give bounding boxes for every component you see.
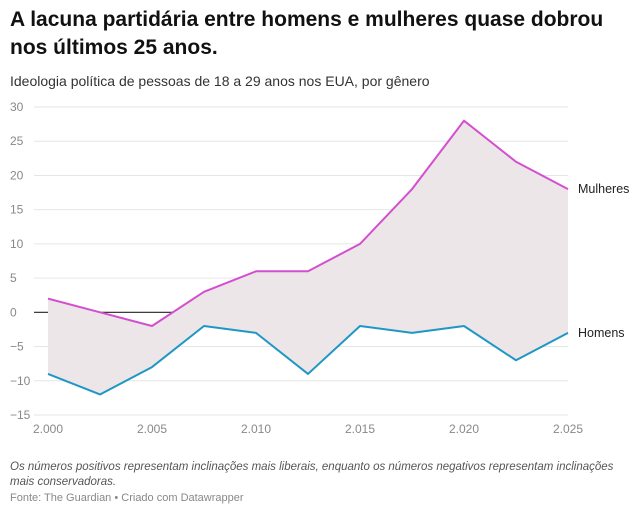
gap-fill [48, 120, 568, 395]
y-tick-label: 20 [10, 168, 24, 182]
chart-subtitle: Ideologia política de pessoas de 18 a 29… [10, 73, 430, 89]
y-tick-label: 0 [10, 305, 17, 319]
series-label-homens: Homens [578, 326, 625, 340]
x-tick-label: 2.015 [345, 422, 375, 436]
y-tick-label: 10 [10, 237, 24, 251]
x-axis-ticks: 2.000 2.005 2.010 2.015 2.020 2.025 [33, 422, 583, 436]
chart-title: A lacuna partidária entre homens e mulhe… [10, 8, 604, 59]
y-tick-label: 15 [10, 203, 24, 217]
x-tick-label: 2.000 [33, 422, 63, 436]
x-tick-label: 2.005 [137, 422, 167, 436]
y-tick-label: −15 [10, 408, 31, 422]
y-tick-label: 25 [10, 134, 24, 148]
chart-source: Fonte: The Guardian • Criado com Datawra… [10, 492, 244, 504]
series-lines [47, 119, 569, 396]
series-labels: Mulheres Homens [578, 182, 629, 340]
series-label-mulheres: Mulheres [578, 182, 629, 196]
x-tick-label: 2.025 [553, 422, 583, 436]
y-axis-ticks: 30 25 20 15 10 5 0 −5 −10 −15 [10, 100, 31, 422]
y-tick-label: 5 [10, 271, 17, 285]
y-tick-label: 30 [10, 100, 24, 114]
x-tick-label: 2.010 [241, 422, 271, 436]
y-tick-label: −5 [10, 340, 24, 354]
line-chart: 30 25 20 15 10 5 0 −5 −10 −15 2.000 2.005 2.010 2.01… [10, 100, 629, 436]
chart-note: Os números positivos representam inclina… [10, 461, 614, 488]
gap-area [48, 120, 568, 395]
y-tick-label: −10 [10, 374, 31, 388]
x-tick-label: 2.020 [449, 422, 479, 436]
